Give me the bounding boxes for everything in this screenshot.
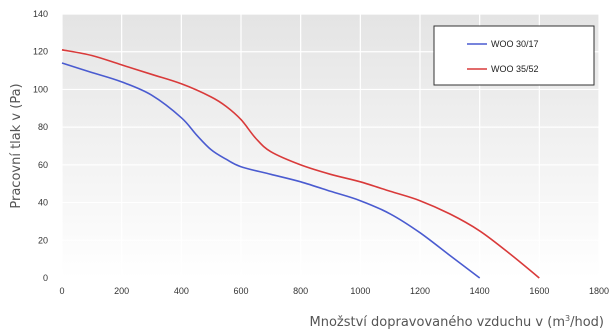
- y-tick-label: 40: [38, 198, 48, 208]
- y-tick-label: 60: [38, 160, 48, 170]
- legend-box: [433, 25, 595, 86]
- legend: WOO 30/17 WOO 35/52: [433, 25, 595, 86]
- y-tick-labels: 0 20 40 60 80 100 120 140: [33, 9, 48, 283]
- x-tick-label: 1400: [470, 286, 490, 296]
- y-tick-label: 100: [33, 84, 48, 94]
- x-axis-title-main: Množství dopravovaného vzduchu v (m: [309, 315, 565, 330]
- y-tick-label: 80: [38, 122, 48, 132]
- x-tick-labels: 0 200 400 600 800 1000 1200 1400 1600 1800: [59, 286, 609, 296]
- series-line-1: [61, 49, 540, 279]
- x-tick-label: 0: [59, 286, 64, 296]
- x-axis-title: Množství dopravovaného vzduchu v (m3/hod…: [309, 314, 604, 330]
- x-axis-title-unit: /hod): [570, 315, 604, 330]
- x-tick-label: 600: [233, 286, 248, 296]
- x-tick-label: 1200: [410, 286, 430, 296]
- y-tick-label: 20: [38, 235, 48, 245]
- x-tick-label: 1600: [529, 286, 549, 296]
- grid: [61, 13, 600, 279]
- y-tick-label: 120: [33, 47, 48, 57]
- y-tick-label: 140: [33, 9, 48, 19]
- x-axis-title-superscript: 3: [565, 314, 570, 323]
- x-tick-label: 1000: [350, 286, 370, 296]
- series-line-0: [61, 62, 481, 279]
- series-group: [61, 49, 540, 279]
- y-tick-label: 0: [43, 273, 48, 283]
- y-axis-title: Pracovní tlak v (Pa): [9, 83, 24, 208]
- x-tick-label: 400: [174, 286, 189, 296]
- x-tick-label: 200: [114, 286, 129, 296]
- legend-label-woo-30-17: WOO 30/17: [491, 39, 539, 49]
- legend-label-woo-35-52: WOO 35/52: [491, 64, 539, 74]
- x-tick-label: 800: [293, 286, 308, 296]
- x-tick-label: 1800: [589, 286, 609, 296]
